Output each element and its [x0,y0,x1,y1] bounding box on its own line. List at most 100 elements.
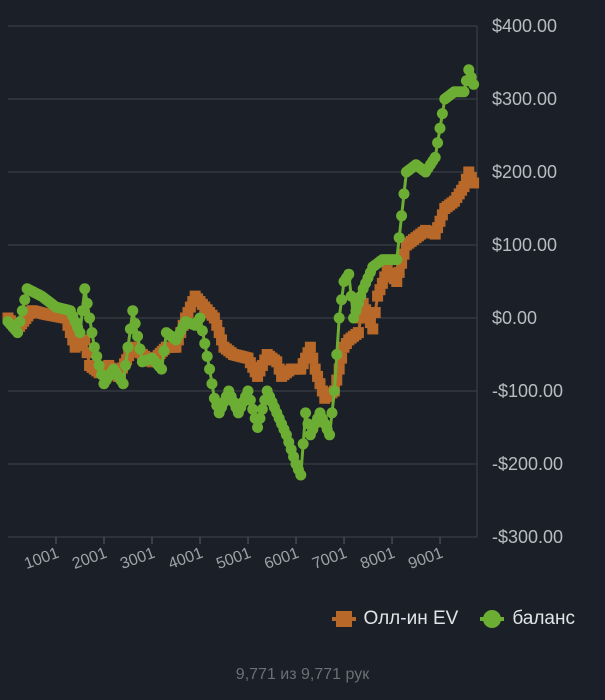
data-point-balance [93,359,105,371]
chart: $400.00 $300.00 $200.00 $100.00 $0.00 -$100.0… [2,16,563,573]
data-point-balance [74,327,86,339]
data-point-balance [156,363,168,375]
data-point-balance [127,305,139,317]
x-tick-label-2: 3001 [118,545,157,573]
data-point-ev [434,215,446,227]
x-tick-label-0: 1001 [22,545,61,573]
data-point-balance [295,469,307,481]
data-point-balance [300,407,312,419]
data-point-balance [84,312,96,324]
data-point-balance [204,363,216,375]
data-point-ev [213,327,225,339]
y-tick-label-6: -$200.00 [492,454,563,474]
data-point-ev [429,228,441,240]
data-point-balance [16,305,28,317]
data-point-balance [436,108,448,120]
data-point-balance [324,429,336,441]
data-point-balance [91,350,103,362]
x-tick-label-1: 2001 [70,545,109,573]
data-point-ev [374,284,386,296]
data-point-balance [81,297,93,309]
circle-marker-icon [480,609,505,629]
data-point-ev [355,312,367,324]
x-tick-label-6: 7001 [310,545,349,573]
legend-item-allin-ev[interactable]: Олл-ин EV [331,608,458,630]
x-tick-label-3: 4001 [166,545,205,573]
data-point-ev [391,276,403,287]
data-point-balance [129,317,141,329]
data-point-ev [216,334,228,346]
data-point-ev [367,323,379,335]
y-tick-label-0: $400.00 [492,16,557,36]
data-point-ev [79,334,91,346]
data-point-balance [196,325,208,337]
data-point-ev [362,310,374,322]
data-point-ev [271,356,283,368]
data-point-balance [88,341,100,353]
data-point-balance [393,232,405,244]
data-point-ev [81,347,93,359]
legend: Олл-ин EV баланс [331,608,575,630]
data-point-balance [458,86,470,98]
data-point-balance [14,316,26,328]
legend-label-balance: баланс [512,608,575,629]
data-point-ev [331,374,343,386]
data-point-balance [79,283,91,295]
data-point-ev [170,341,182,353]
data-point-balance [194,312,206,324]
data-point-balance [396,210,408,222]
y-tick-label-3: $100.00 [492,235,557,255]
y-tick-label-2: $200.00 [492,162,557,182]
data-point-balance [244,394,256,406]
data-point-ev [398,248,410,260]
y-tick-label-5: -$100.00 [492,381,563,401]
data-point-ev [62,319,74,331]
data-point-ev [314,378,326,390]
x-tick-label-5: 6001 [262,545,301,573]
x-tick-label-8: 9001 [406,545,445,573]
y-tick-label-4: $0.00 [492,308,537,328]
data-point-balance [398,188,410,200]
data-point-balance [242,385,254,397]
data-point-ev [372,290,384,302]
data-point-balance [434,122,446,134]
data-point-balance [326,407,338,419]
legend-item-balance[interactable]: баланс [480,608,575,630]
data-point-balance [132,330,144,342]
square-marker-icon [331,609,356,629]
data-point-ev [64,327,76,339]
data-point-ev [369,307,381,319]
data-point-balance [19,294,31,306]
data-point-balance [256,403,268,415]
data-point-ev [458,181,470,193]
data-point-ev [208,312,220,324]
data-point-ev [376,277,388,289]
data-point-ev [312,370,324,382]
data-point-ev [336,352,348,364]
y-axis: $400.00 $300.00 $200.00 $100.00 $0.00 -$100.0… [492,16,563,547]
data-point-ev [304,341,316,353]
series-balance [2,64,480,481]
data-point-balance [86,327,98,339]
data-point-balance [247,403,259,415]
data-point-balance [117,378,129,390]
data-point-ev [364,317,376,329]
data-point-balance [201,350,213,362]
data-point-ev [468,177,480,189]
data-point-balance [120,359,132,371]
data-point-balance [429,151,441,163]
data-point-balance [331,349,343,360]
y-tick-label-7: -$300.00 [492,527,563,547]
data-point-balance [345,290,357,302]
data-point-balance [432,137,444,149]
y-tick-label-1: $300.00 [492,89,557,109]
data-point-balance [199,338,211,350]
data-point-ev [360,304,372,316]
data-point-balance [158,345,170,357]
data-point-ev [60,312,72,324]
data-point-balance [468,78,480,90]
grid [8,25,478,538]
x-axis: 1001 2001 3001 4001 5001 6001 7001 8001 9001 [22,537,446,573]
data-point-balance [206,378,218,390]
data-point-balance [328,385,340,397]
